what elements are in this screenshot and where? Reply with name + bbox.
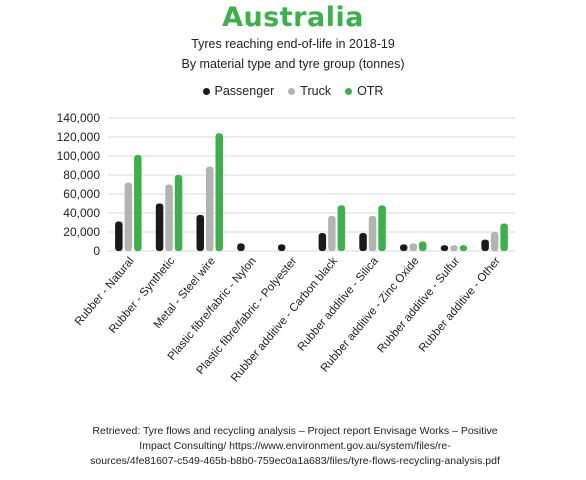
- legend-swatch-truck: [288, 87, 296, 95]
- legend-item-passenger: Passenger: [202, 84, 275, 98]
- legend-label-truck: Truck: [300, 84, 332, 98]
- y-tick-label: 60,000: [63, 187, 100, 201]
- bar-otr: [134, 155, 142, 251]
- bar-truck: [328, 215, 336, 251]
- bar-otr: [337, 205, 346, 251]
- chart-title: Australia: [222, 2, 364, 33]
- bar-passenger: [196, 214, 204, 251]
- legend-swatch-passenger: [202, 87, 210, 95]
- legend-item-truck: Truck: [288, 84, 331, 98]
- source-line-2: Impact Consulting/ https://www.environme…: [139, 440, 451, 452]
- y-tick-label: 80,000: [63, 168, 100, 182]
- bar-otr: [215, 133, 223, 251]
- chart-subtitle-line1: Tyres reaching end-of-life in 2018-19: [191, 37, 395, 51]
- bar-truck: [368, 215, 377, 251]
- y-tick-label: 100,000: [57, 149, 101, 163]
- bar-truck: [450, 245, 458, 251]
- source-line-1: Retrieved: Tyre flows and recycling anal…: [92, 425, 498, 437]
- legend-swatch-otr: [345, 87, 353, 95]
- x-tick-label: Rubber additive - Silica: [296, 255, 382, 354]
- bar-passenger: [277, 244, 286, 251]
- bar-passenger: [481, 239, 489, 251]
- legend-label-otr: OTR: [357, 84, 384, 98]
- bar-otr: [459, 245, 468, 251]
- source-line-3: sources/4fe81607-c549-465b-b8b0-759ec0a1…: [90, 455, 500, 467]
- bar-otr: [174, 175, 183, 251]
- bar-otr: [378, 205, 386, 251]
- chart-subtitle-line2: By material type and tyre group (tonnes): [181, 57, 405, 71]
- bar-chart: 0 20,000 40,000 60,000 80,000 100,000 120,000 1…: [57, 111, 515, 384]
- bar-passenger: [237, 243, 245, 251]
- x-tick-label: Rubber additive - Other: [417, 255, 503, 354]
- y-tick-label: 0: [93, 244, 100, 258]
- bar-passenger: [115, 221, 123, 251]
- bar-truck: [165, 184, 173, 251]
- bar-otr: [500, 223, 508, 251]
- legend-item-otr: OTR: [345, 84, 383, 98]
- y-tick-label: 20,000: [63, 225, 100, 239]
- y-tick-label: 40,000: [63, 206, 100, 220]
- bar-otr: [419, 241, 427, 251]
- y-tick-label: 120,000: [57, 130, 101, 144]
- y-tick-label: 140,000: [57, 111, 101, 125]
- x-tick-label: Rubber additive - Sulfur: [375, 255, 462, 355]
- bar-truck: [124, 182, 133, 251]
- bar-truck: [490, 232, 499, 251]
- bar-passenger: [318, 232, 327, 251]
- legend-label-passenger: Passenger: [214, 84, 275, 98]
- bar-passenger: [400, 244, 408, 251]
- bar-truck: [409, 243, 417, 251]
- bar-passenger: [155, 203, 164, 251]
- bar-truck: [206, 166, 214, 251]
- source-note: Retrieved: Tyre flows and recycling anal…: [40, 424, 550, 469]
- bar-passenger: [359, 232, 367, 251]
- chart-legend: Passenger Truck OTR: [0, 84, 586, 98]
- bar-passenger: [440, 245, 449, 251]
